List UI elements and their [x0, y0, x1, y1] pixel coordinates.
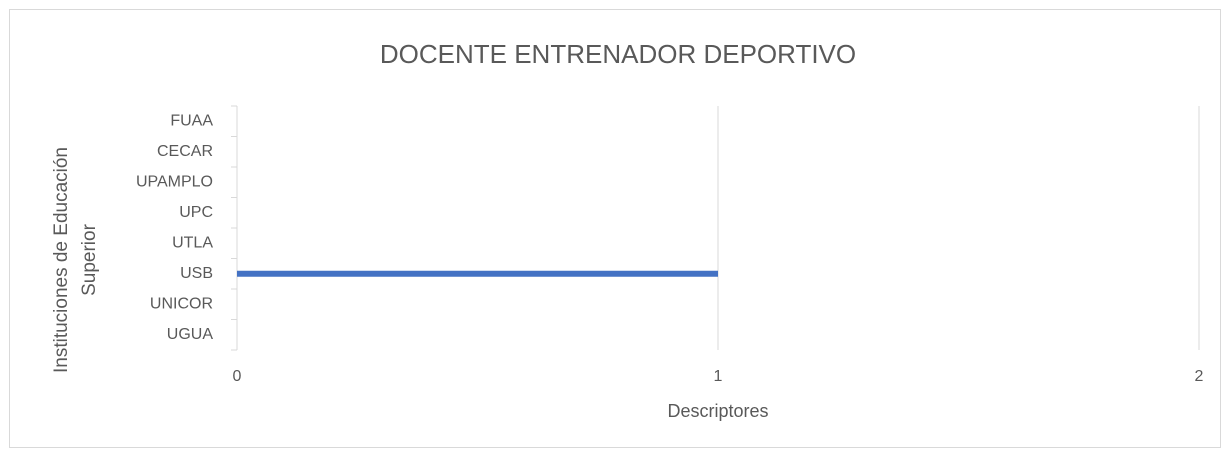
- x-tick-label: 2: [1195, 368, 1204, 385]
- y-tick-label: CECAR: [157, 143, 213, 160]
- y-tick-label: UNICOR: [150, 295, 213, 312]
- x-axis-label: Descriptores: [667, 401, 768, 421]
- chart-border: [9, 9, 1221, 448]
- y-tick-label: USB: [180, 265, 213, 282]
- y-tick-label: UPAMPLO: [136, 173, 213, 190]
- y-tick-label: UGUA: [167, 326, 214, 343]
- y-tick-label: UPC: [179, 204, 213, 221]
- bar: [237, 270, 718, 277]
- y-axis-label: Instituciones de Educación Superior: [51, 146, 100, 374]
- y-tick-label: FUAA: [170, 112, 213, 129]
- chart-title: DOCENTE ENTRENADOR DEPORTIVO: [380, 39, 856, 69]
- y-tick-label: UTLA: [172, 234, 213, 251]
- x-tick-label: 1: [714, 368, 723, 385]
- x-tick-label: 0: [233, 368, 242, 385]
